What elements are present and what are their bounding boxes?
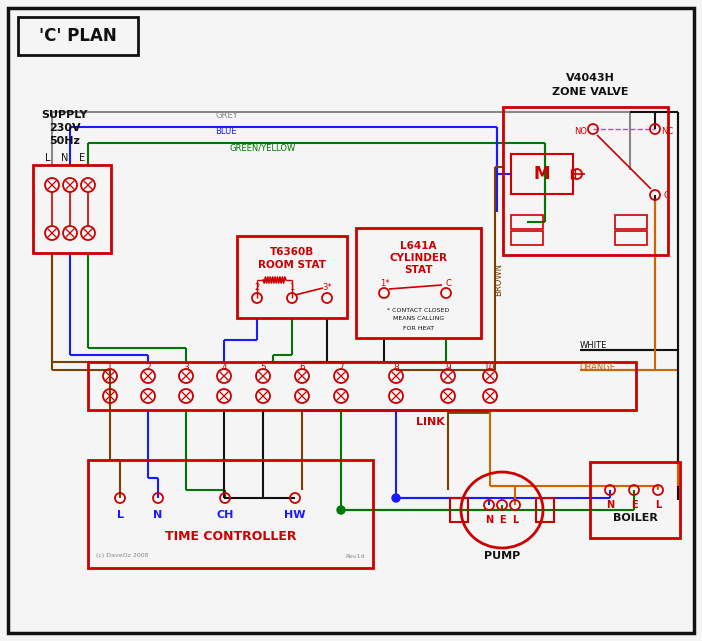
Text: N: N [606, 500, 614, 510]
Text: BOILER: BOILER [613, 513, 658, 523]
Bar [33, 165, 111, 253]
Bar [615, 215, 647, 229]
Text: ORANGE: ORANGE [580, 363, 616, 372]
Bar [511, 215, 543, 229]
Text: NC: NC [661, 126, 673, 135]
Text: 7: 7 [338, 363, 344, 372]
Circle shape [392, 494, 400, 502]
Text: T6360B: T6360B [270, 247, 314, 257]
Bar [237, 236, 347, 318]
Text: HW: HW [284, 510, 306, 520]
Text: GREY: GREY [215, 112, 237, 121]
Text: GREEN/YELLOW: GREEN/YELLOW [230, 144, 296, 153]
Text: ROOM STAT: ROOM STAT [258, 260, 326, 270]
Text: (c) DaveOz 2008: (c) DaveOz 2008 [96, 553, 149, 558]
Text: 10: 10 [484, 363, 496, 372]
Bar [511, 154, 573, 194]
Bar [88, 362, 636, 410]
Text: C: C [445, 278, 451, 288]
Text: MEANS CALLING: MEANS CALLING [393, 317, 444, 322]
Text: 6: 6 [299, 363, 305, 372]
Text: FOR HEAT: FOR HEAT [403, 326, 434, 331]
Text: 5: 5 [260, 363, 266, 372]
Bar [590, 462, 680, 538]
Text: E: E [79, 153, 85, 163]
Text: M: M [534, 165, 550, 183]
Text: 9: 9 [445, 363, 451, 372]
Text: E: E [498, 515, 505, 525]
Text: LINK: LINK [416, 417, 444, 427]
Text: 230V: 230V [49, 123, 81, 133]
Text: 8: 8 [393, 363, 399, 372]
Text: 1: 1 [107, 363, 113, 372]
Text: L: L [117, 510, 124, 520]
Text: CYLINDER: CYLINDER [390, 253, 447, 263]
Bar [536, 498, 554, 522]
Text: 3*: 3* [322, 283, 332, 292]
Text: N: N [153, 510, 163, 520]
Text: * CONTACT CLOSED: * CONTACT CLOSED [388, 308, 449, 313]
Text: 3: 3 [183, 363, 189, 372]
Text: 'C' PLAN: 'C' PLAN [39, 27, 117, 45]
Text: STAT: STAT [404, 265, 432, 275]
Text: CH: CH [216, 510, 234, 520]
Text: 1*: 1* [380, 278, 390, 288]
Text: L: L [45, 153, 51, 163]
Bar [18, 17, 138, 55]
Text: TIME CONTROLLER: TIME CONTROLLER [165, 529, 296, 542]
Text: L: L [512, 515, 518, 525]
Text: PUMP: PUMP [484, 551, 520, 561]
Text: N: N [485, 515, 493, 525]
Text: BLUE: BLUE [215, 126, 237, 135]
Text: NO: NO [574, 126, 587, 135]
Text: 1: 1 [289, 283, 295, 292]
Text: SUPPLY: SUPPLY [41, 110, 88, 120]
Bar [450, 498, 468, 522]
Bar [88, 460, 373, 568]
Bar [356, 228, 481, 338]
Text: E: E [630, 500, 637, 510]
Bar [511, 231, 543, 245]
Text: BROWN: BROWN [494, 263, 503, 297]
Text: V4043H: V4043H [566, 73, 614, 83]
Text: WHITE: WHITE [580, 340, 607, 349]
Bar [615, 231, 647, 245]
Text: 2: 2 [145, 363, 151, 372]
Text: 50Hz: 50Hz [50, 136, 81, 146]
Text: N: N [61, 153, 69, 163]
Circle shape [337, 506, 345, 514]
Text: 4: 4 [221, 363, 227, 372]
Text: C: C [663, 190, 669, 199]
Text: 2: 2 [254, 283, 260, 292]
Bar [503, 107, 668, 255]
Text: L: L [655, 500, 661, 510]
Text: ZONE VALVE: ZONE VALVE [552, 87, 628, 97]
Text: Rev1d: Rev1d [345, 553, 365, 558]
Text: L641A: L641A [400, 241, 437, 251]
